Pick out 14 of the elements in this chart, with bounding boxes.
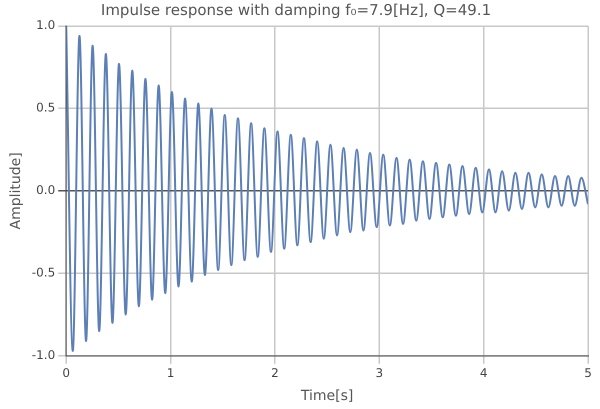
y-tick-label: 0.5 — [36, 100, 56, 115]
y-tick-label: -1.0 — [32, 348, 56, 362]
x-tick-label: 1 — [166, 366, 174, 380]
y-tick-label: -0.5 — [32, 265, 56, 280]
y-tick-label: 1.0 — [36, 18, 56, 32]
y-tick-label: 0.0 — [36, 183, 56, 198]
x-tick-label: 0 — [62, 366, 70, 380]
x-axis-title: Time[s] — [300, 388, 354, 404]
x-tick-label: 3 — [375, 366, 384, 380]
x-tick-label: 5 — [584, 366, 592, 380]
x-tick-label: 2 — [271, 366, 279, 380]
chart-title: Impulse response with damping f₀=7.9[Hz], Q=49.1 — [100, 0, 492, 19]
y-axis-title: Amplitude] — [8, 152, 24, 230]
x-tick-label: 4 — [480, 366, 488, 380]
